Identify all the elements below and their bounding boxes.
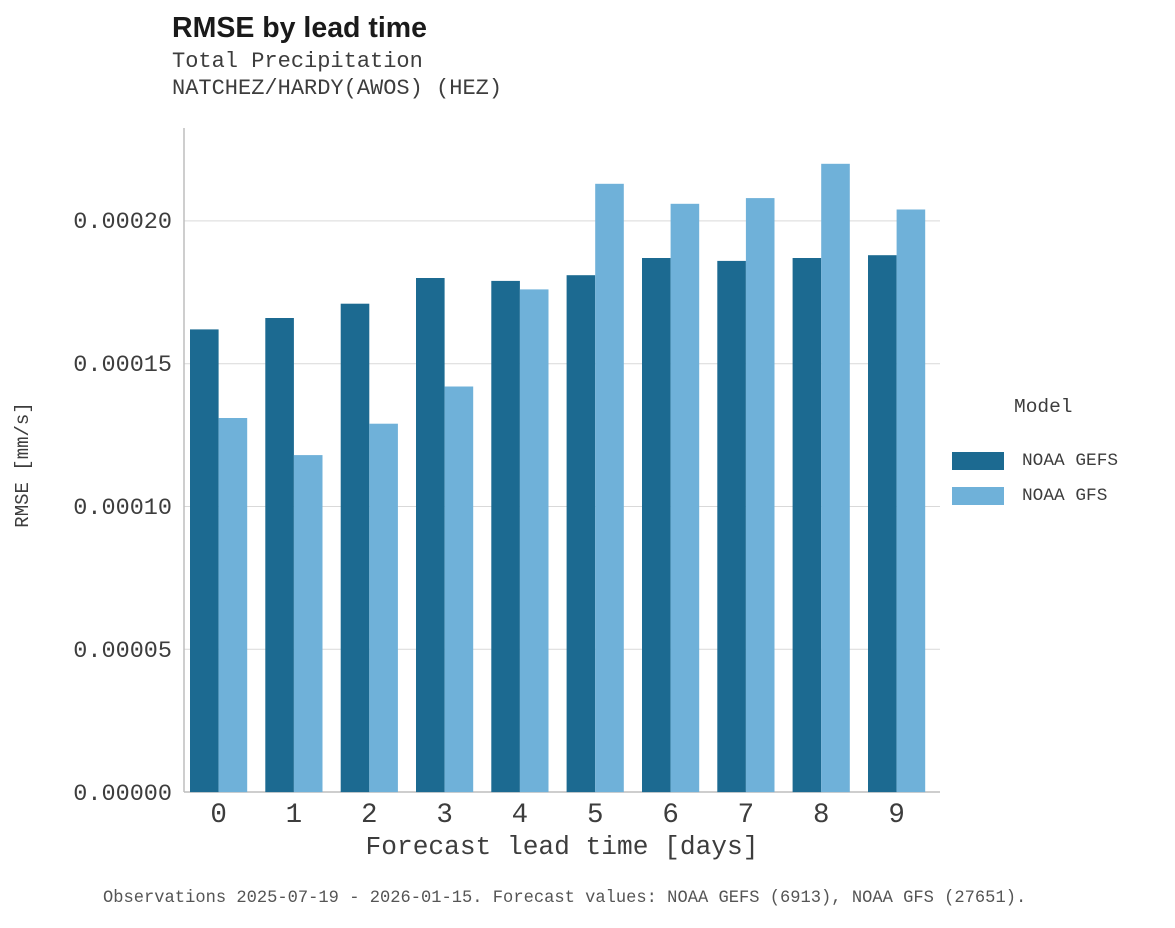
svg-text:6: 6: [662, 800, 679, 831]
svg-text:0.00015: 0.00015: [73, 352, 172, 379]
svg-text:0.00005: 0.00005: [73, 638, 172, 665]
svg-text:Model: Model: [1014, 396, 1073, 418]
svg-text:0.00020: 0.00020: [73, 209, 172, 236]
svg-text:NOAA GEFS: NOAA GEFS: [1022, 451, 1118, 471]
svg-text:7: 7: [738, 800, 755, 831]
svg-text:3: 3: [436, 800, 453, 831]
svg-text:RMSE [mm/s]: RMSE [mm/s]: [12, 402, 34, 527]
svg-text:0: 0: [210, 800, 227, 831]
svg-text:2: 2: [361, 800, 378, 831]
svg-text:0.00010: 0.00010: [73, 495, 172, 522]
svg-text:8: 8: [813, 800, 830, 831]
svg-text:4: 4: [512, 800, 529, 831]
svg-text:NOAA GFS: NOAA GFS: [1022, 486, 1107, 506]
svg-text:1: 1: [286, 800, 303, 831]
svg-text:9: 9: [888, 800, 905, 831]
svg-text:Forecast lead time [days]: Forecast lead time [days]: [366, 832, 759, 862]
svg-text:5: 5: [587, 800, 604, 831]
svg-text:0.00000: 0.00000: [73, 781, 172, 808]
